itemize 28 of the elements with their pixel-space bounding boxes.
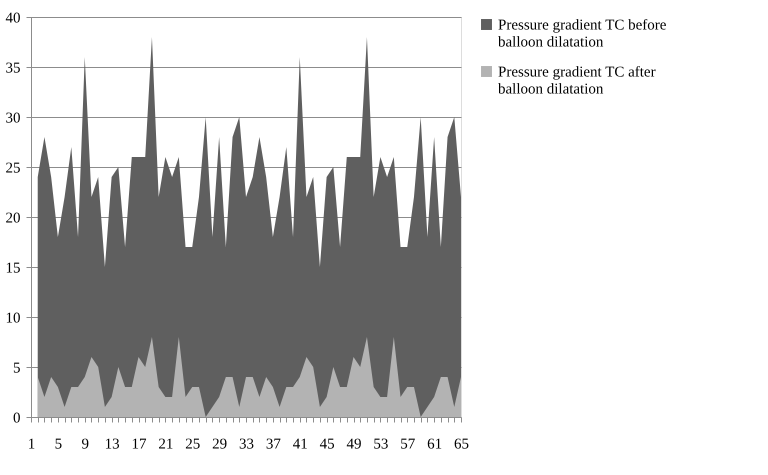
y-tick-label: 30 xyxy=(6,110,20,126)
y-tick-label: 40 xyxy=(6,10,20,26)
y-tick-label: 35 xyxy=(6,60,20,76)
x-tick-label: 49 xyxy=(346,436,362,452)
x-tick-label: 5 xyxy=(54,436,62,452)
y-tick-label: 10 xyxy=(6,310,20,326)
y-tick-label: 0 xyxy=(13,410,20,426)
y-tick-label: 5 xyxy=(13,360,20,376)
y-tick-label: 25 xyxy=(6,160,20,176)
x-tick-label: 13 xyxy=(104,436,120,452)
x-tick-label: 57 xyxy=(400,436,416,452)
x-tick-label: 45 xyxy=(320,436,335,452)
x-tick-label: 53 xyxy=(373,436,388,452)
y-tick-label: 20 xyxy=(6,210,20,226)
x-tick-label: 61 xyxy=(427,436,442,452)
x-tick-label: 21 xyxy=(158,436,174,452)
x-tick-label: 41 xyxy=(292,436,308,452)
x-tick-label: 65 xyxy=(454,436,469,452)
x-tick-label: 17 xyxy=(132,436,147,452)
legend-label: Pressure gradient TC after balloon dilatation xyxy=(498,64,656,98)
x-tick-label: 37 xyxy=(266,436,282,452)
x-tick-label: 1 xyxy=(28,436,36,452)
x-tick-label: 25 xyxy=(185,436,200,452)
x-tick-label: 9 xyxy=(82,436,89,452)
y-tick-label: 15 xyxy=(6,260,20,276)
legend-label: Pressure gradient TC before balloon dilatation xyxy=(498,18,667,50)
x-tick-label: 33 xyxy=(239,436,254,452)
x-tick-label: 29 xyxy=(212,436,228,452)
